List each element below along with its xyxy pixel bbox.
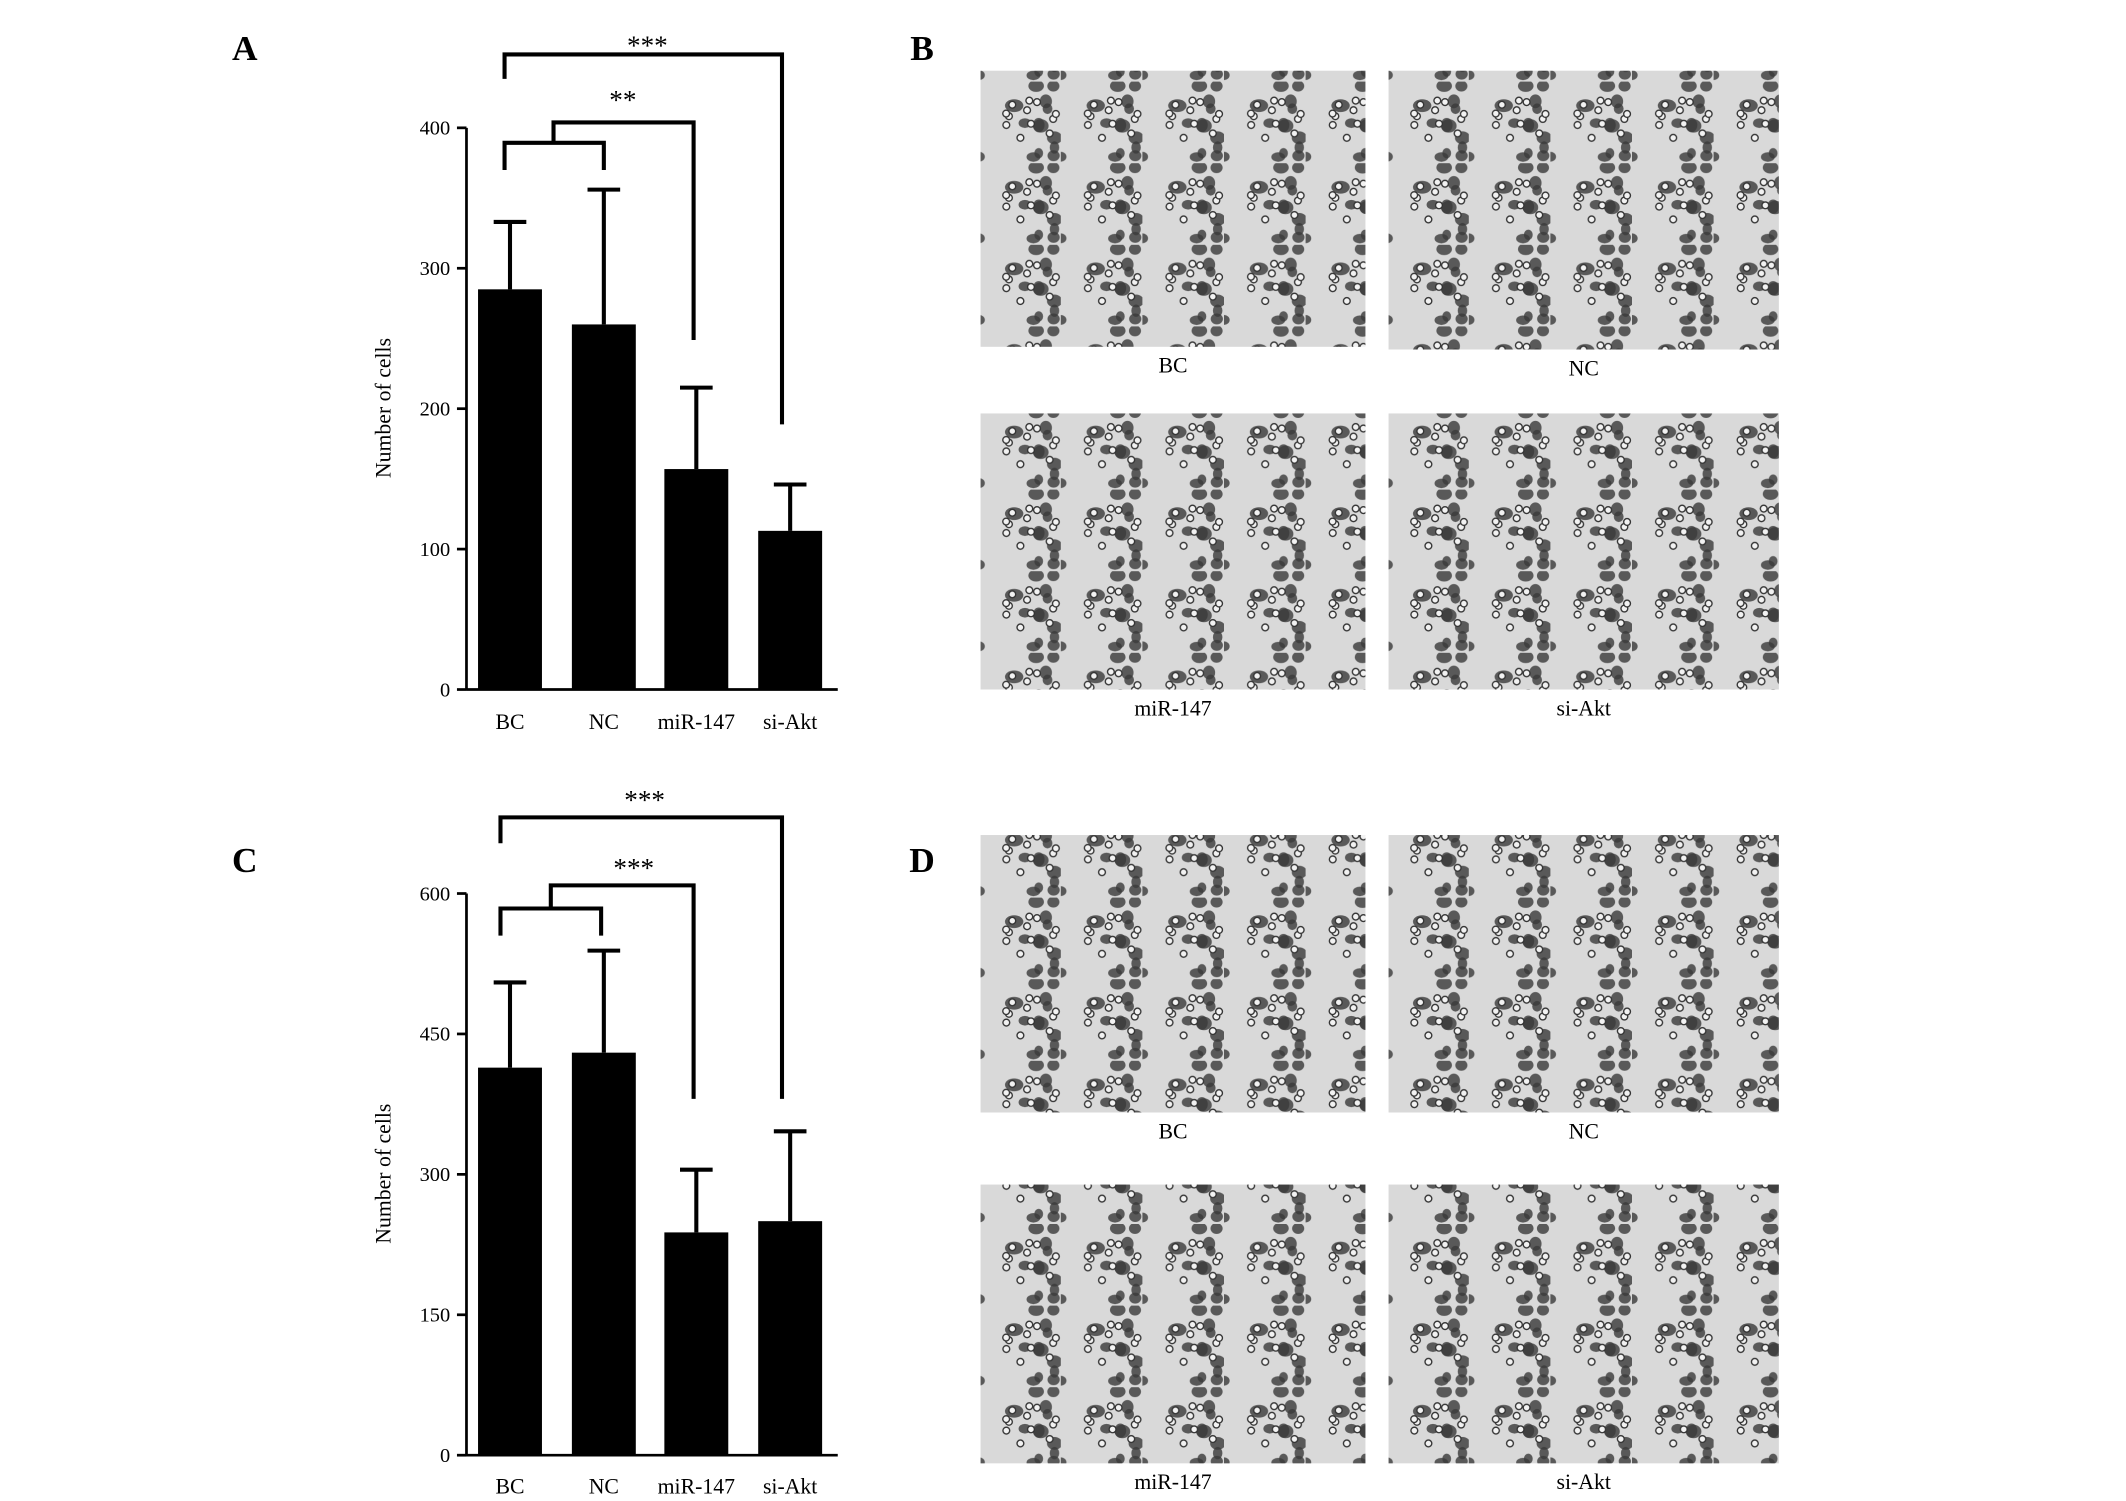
micrograph: [980, 413, 1366, 690]
significance-label: ***: [613, 853, 654, 883]
bar: [571, 324, 636, 690]
y-tick-label: 0: [440, 1445, 450, 1467]
micrograph: [1388, 413, 1779, 690]
y-axis-label: Number of cells: [371, 1104, 395, 1244]
significance-bracket: [502, 52, 785, 425]
panel-label: C: [232, 840, 258, 880]
image-caption: si-Akt: [1557, 1470, 1611, 1494]
bar: [664, 469, 729, 690]
y-tick-label: 150: [420, 1305, 451, 1327]
y-tick-label: 400: [420, 118, 451, 140]
image-caption: miR-147: [1134, 696, 1211, 720]
bar: [758, 530, 823, 690]
significance-bracket: [498, 883, 696, 1099]
image-caption: BC: [1158, 1119, 1187, 1143]
x-tick-label: BC: [495, 1474, 524, 1496]
panel-label: B: [910, 28, 934, 68]
significance-bracket: [502, 120, 696, 340]
x-tick-label: miR-147: [658, 1474, 735, 1496]
y-tick-label: 0: [440, 679, 450, 701]
x-tick-label: si-Akt: [763, 1474, 817, 1496]
significance-bracket: [498, 815, 785, 1099]
y-axis-label: Number of cells: [371, 338, 395, 478]
micrograph: [980, 1184, 1366, 1464]
significance-label: ***: [624, 785, 665, 815]
bar: [478, 1067, 542, 1456]
y-tick-label: 100: [420, 539, 451, 561]
significance-label: ***: [627, 30, 668, 60]
x-tick-label: NC: [589, 1474, 619, 1496]
y-tick-label: 450: [420, 1024, 451, 1046]
image-caption: si-Akt: [1557, 696, 1611, 720]
image-caption: NC: [1569, 1119, 1599, 1143]
micrograph: [1388, 835, 1779, 1113]
micrograph: [980, 835, 1366, 1113]
bar: [664, 1232, 729, 1456]
image-caption: NC: [1569, 356, 1599, 380]
x-tick-label: miR-147: [658, 710, 735, 734]
significance-label: **: [609, 85, 636, 115]
bar: [478, 289, 542, 690]
panel-label: A: [232, 28, 258, 68]
micrograph: [1388, 1184, 1779, 1464]
y-tick-label: 600: [420, 883, 451, 905]
image-caption: BC: [1158, 354, 1187, 378]
micrograph: [980, 70, 1366, 347]
y-tick-label: 300: [420, 1164, 451, 1186]
bar: [758, 1221, 823, 1456]
y-tick-label: 200: [420, 398, 451, 420]
panel-label: D: [909, 840, 935, 880]
x-tick-label: BC: [495, 710, 524, 734]
bar: [571, 1052, 636, 1456]
y-tick-label: 300: [420, 258, 451, 280]
image-caption: miR-147: [1134, 1470, 1211, 1494]
x-tick-label: si-Akt: [763, 710, 817, 734]
micrograph: [1388, 70, 1779, 350]
x-tick-label: NC: [589, 710, 619, 734]
